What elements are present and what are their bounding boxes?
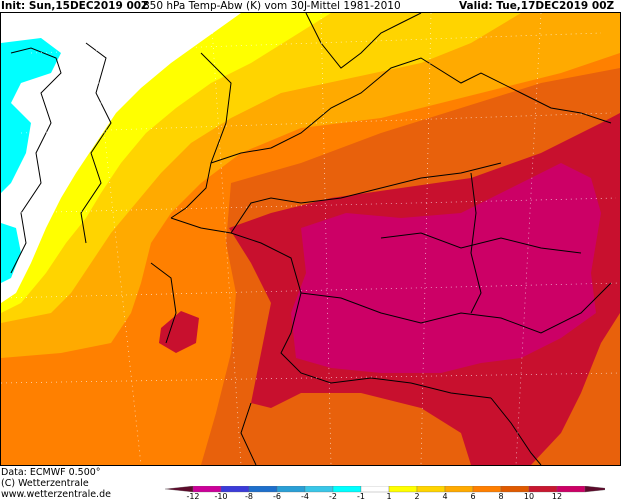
field-red-blob (159, 311, 199, 353)
weather-map (0, 12, 621, 466)
legend-label: -4 (301, 492, 309, 499)
field-cyan-2 (1, 223, 21, 283)
legend-label: 2 (414, 492, 419, 499)
copyright-label: (C) Wetterzentrale (1, 478, 89, 489)
legend-swatch (416, 486, 446, 493)
color-legend: -12 -10 -8 -6 -4 -2 -1 1 2 4 6 8 10 12 (164, 486, 605, 499)
legend-swatch (388, 486, 418, 493)
legend-label: 1 (386, 492, 391, 499)
legend-swatch (360, 486, 390, 493)
legend-label: -1 (357, 492, 365, 499)
legend-label: -10 (214, 492, 227, 499)
legend-swatch (472, 486, 502, 493)
legend-label: -12 (186, 492, 199, 499)
data-source-label: Data: ECMWF 0.500° (1, 467, 101, 478)
legend-label: 6 (470, 492, 475, 499)
legend-label: -8 (245, 492, 253, 499)
map-footer: Data: ECMWF 0.500° (C) Wetterzentrale ww… (0, 466, 622, 500)
map-title: 850 hPa Temp-Abw (K) vom 30J-Mittel 1981… (143, 0, 401, 12)
field-cyan (1, 38, 61, 193)
field-white (1, 13, 241, 303)
valid-time-label: Valid: Tue,17DEC2019 00Z (459, 0, 615, 12)
legend-label: 12 (552, 492, 562, 499)
graticule (1, 13, 620, 465)
legend-label: -6 (273, 492, 281, 499)
map-header: Init: Sun,15DEC2019 00Z 850 hPa Temp-Abw… (0, 0, 622, 12)
field-magenta (291, 163, 601, 373)
legend-label: 4 (442, 492, 447, 499)
legend-swatch (584, 486, 605, 493)
legend-swatch (444, 486, 474, 493)
temperature-anomaly-map (1, 13, 620, 465)
init-time-label: Init: Sun,15DEC2019 00Z (1, 0, 149, 12)
legend-label: -2 (329, 492, 337, 499)
website-link[interactable]: www.wetterzentrale.de (1, 489, 111, 500)
legend-label: 8 (498, 492, 503, 499)
legend-label: 10 (524, 492, 534, 499)
coastlines (10, 13, 612, 465)
